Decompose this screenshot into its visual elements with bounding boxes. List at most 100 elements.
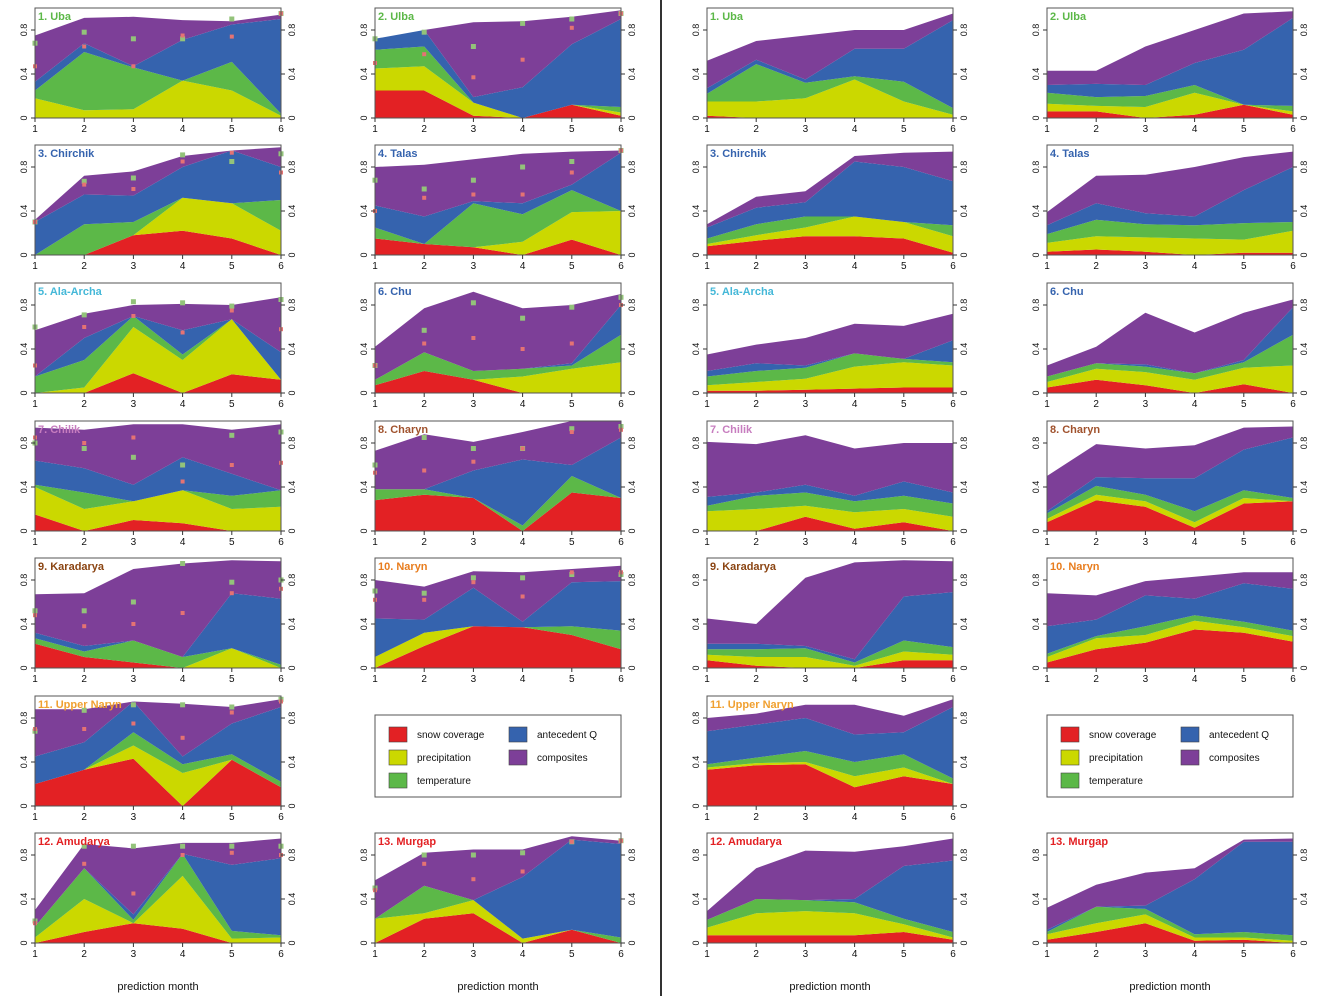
plot-frame (34, 144, 282, 256)
x-tick-label: 3 (131, 261, 137, 272)
x-tick-label: 1 (1044, 674, 1050, 685)
y-tick-label-right: 0.4 (959, 68, 969, 81)
area-snow (35, 923, 281, 943)
marker-red (569, 430, 574, 434)
area-comp (707, 560, 953, 660)
y-tick-label-left: 0.8 (359, 161, 369, 174)
marker-green (421, 852, 427, 858)
y-tick-label-left: 0.4 (359, 481, 369, 494)
plot-frame (34, 7, 282, 119)
marker-red (520, 446, 525, 451)
marker-red (229, 710, 234, 715)
y-tick-label-right: 0.8 (959, 574, 969, 587)
y-tick-label-right: 0.8 (1299, 24, 1309, 37)
marker-red (82, 624, 87, 629)
plot-frame (34, 282, 282, 394)
marker-red (229, 591, 234, 596)
x-tick-label: 1 (1044, 537, 1050, 548)
area-antQ (707, 340, 953, 377)
area-temp (1047, 485, 1293, 523)
x-tick-label: 6 (950, 949, 956, 960)
x-tick-label: 5 (901, 949, 907, 960)
x-tick-label: 3 (803, 674, 809, 685)
x-tick-label: 6 (278, 674, 284, 685)
y-tick-label-left: 0.4 (19, 481, 29, 494)
x-tick-label: 1 (372, 124, 378, 135)
marker-green (81, 707, 87, 713)
panel-10: 0 0 0.4 0.4 0.8 0.8 1 2 3 4 5 6 10. Naryn (1031, 557, 1309, 685)
area-precip (707, 505, 953, 531)
x-tick-label: 1 (32, 812, 38, 823)
area-temp (35, 853, 281, 939)
marker-red (180, 330, 185, 335)
x-tick-label: 3 (803, 261, 809, 272)
area-precip (375, 66, 621, 118)
y-tick-label-right: 0.4 (1299, 343, 1309, 356)
panel-2: 0 0 0.4 0.4 0.8 0.8 1 2 3 4 5 6 2. Ulba (1031, 7, 1309, 135)
plot-frame (34, 695, 282, 807)
area-comp (1047, 838, 1293, 930)
area-antQ (35, 853, 281, 936)
marker-green (421, 186, 427, 192)
marker-green (130, 599, 136, 605)
legend-swatch-precip (1060, 749, 1080, 766)
area-antQ (375, 152, 621, 244)
area-snow (1047, 379, 1293, 393)
panel-title: 10. Naryn (378, 561, 428, 573)
area-temp (375, 626, 621, 657)
y-tick-label-left: 0.4 (691, 343, 701, 356)
area-precip (375, 211, 621, 255)
area-temp (375, 885, 621, 943)
area-temp (35, 638, 281, 668)
x-axis-label: prediction month (457, 981, 538, 993)
marker-red (471, 580, 476, 585)
area-precip (35, 197, 281, 255)
x-tick-label: 4 (1192, 949, 1198, 960)
area-antQ (707, 860, 953, 932)
x-tick-label: 6 (950, 124, 956, 135)
legend-label-temp: temperature (417, 776, 471, 787)
area-antQ (375, 581, 621, 657)
x-tick-label: 6 (618, 949, 624, 960)
y-tick-label-left: 0.4 (1031, 618, 1041, 631)
area-precip (707, 216, 953, 253)
marker-red (569, 25, 574, 30)
area-temp (35, 197, 281, 255)
x-tick-label: 2 (81, 399, 87, 410)
y-tick-label-left: 0 (691, 252, 701, 257)
x-tick-label: 4 (520, 124, 526, 135)
y-tick-label-right: 0.4 (627, 893, 637, 906)
x-tick-label: 1 (1044, 124, 1050, 135)
x-tick-label: 4 (1192, 674, 1198, 685)
area-comp (35, 297, 281, 377)
marker-green (81, 178, 87, 184)
panel-4: 0 0 0.4 0.4 0.8 0.8 1 2 3 4 5 6 4. Talas (359, 144, 637, 272)
panel-5: 0 0 0.4 0.4 0.8 0.8 1 2 3 4 5 6 5. Ala-Archa (19, 282, 297, 410)
area-precip (707, 362, 953, 391)
plot-frame (706, 7, 954, 119)
area-antQ (707, 592, 953, 663)
panel-title: 5. Ala-Archa (38, 286, 103, 298)
x-tick-label: 2 (1093, 124, 1099, 135)
y-tick-label-left: 0.8 (359, 24, 369, 37)
plot-frame (706, 557, 954, 669)
x-tick-label: 1 (704, 812, 710, 823)
x-tick-label: 5 (229, 537, 235, 548)
x-tick-label: 4 (852, 124, 858, 135)
legend-label-snow: snow coverage (417, 730, 485, 741)
y-tick-label-right: 0.8 (287, 437, 297, 450)
y-tick-label-right: 0.8 (287, 161, 297, 174)
area-antQ (35, 150, 281, 255)
area-precip (1047, 230, 1293, 255)
area-snow (1047, 500, 1293, 531)
plot-frame (706, 144, 954, 256)
x-tick-label: 1 (372, 949, 378, 960)
x-tick-label: 6 (278, 949, 284, 960)
y-tick-label-left: 0 (19, 528, 29, 533)
marker-red (520, 594, 525, 599)
x-tick-label: 6 (950, 261, 956, 272)
area-temp (707, 492, 953, 517)
area-snow (1047, 923, 1293, 943)
x-tick-label: 6 (1290, 537, 1296, 548)
x-tick-label: 3 (471, 261, 477, 272)
